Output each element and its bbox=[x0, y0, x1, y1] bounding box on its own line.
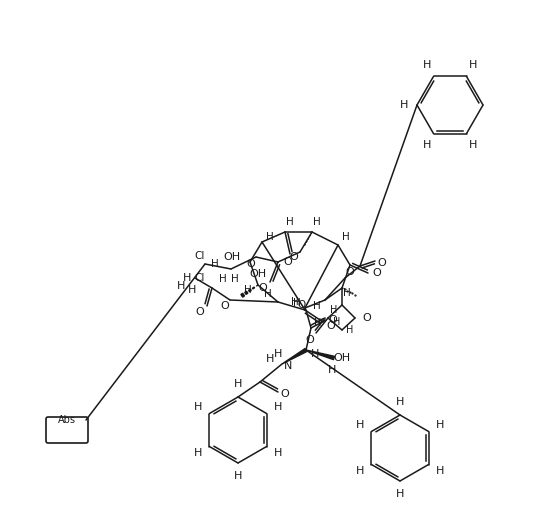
Text: H: H bbox=[211, 259, 219, 269]
Text: H: H bbox=[435, 466, 444, 476]
Text: O: O bbox=[329, 315, 337, 325]
Polygon shape bbox=[241, 293, 245, 297]
Text: H: H bbox=[194, 448, 203, 458]
Text: H: H bbox=[423, 60, 431, 70]
Polygon shape bbox=[245, 291, 248, 295]
Text: H: H bbox=[342, 232, 350, 242]
Text: H: H bbox=[343, 288, 351, 298]
Text: H: H bbox=[314, 318, 322, 328]
Text: O: O bbox=[247, 259, 255, 269]
Text: H: H bbox=[234, 471, 242, 481]
Text: H: H bbox=[396, 489, 404, 499]
Text: H: H bbox=[356, 466, 365, 476]
Text: H: H bbox=[177, 281, 185, 291]
Text: H: H bbox=[291, 297, 299, 307]
Polygon shape bbox=[282, 349, 307, 364]
Text: H: H bbox=[333, 317, 341, 327]
Text: H: H bbox=[194, 402, 203, 412]
Text: H: H bbox=[273, 402, 282, 412]
Text: Abs: Abs bbox=[58, 415, 76, 425]
Text: H: H bbox=[188, 285, 196, 295]
Text: O: O bbox=[281, 389, 289, 399]
Text: O: O bbox=[259, 283, 268, 293]
Text: H: H bbox=[219, 274, 227, 284]
Text: H: H bbox=[469, 140, 477, 150]
Text: H: H bbox=[266, 354, 274, 364]
Polygon shape bbox=[253, 287, 255, 289]
Text: O: O bbox=[297, 300, 305, 310]
Text: H: H bbox=[234, 379, 242, 389]
Text: H: H bbox=[423, 140, 431, 150]
Text: OH: OH bbox=[334, 353, 351, 363]
Polygon shape bbox=[306, 350, 335, 360]
Text: H: H bbox=[330, 305, 338, 315]
Text: H: H bbox=[469, 60, 477, 70]
Polygon shape bbox=[256, 285, 258, 286]
Text: O: O bbox=[221, 301, 229, 311]
Text: O: O bbox=[289, 252, 298, 262]
Text: OH: OH bbox=[249, 269, 266, 279]
Text: H: H bbox=[400, 100, 408, 110]
Polygon shape bbox=[248, 289, 251, 292]
Text: H: H bbox=[311, 349, 319, 359]
Text: O: O bbox=[284, 257, 293, 267]
Text: OH: OH bbox=[223, 252, 240, 262]
Text: H: H bbox=[396, 397, 404, 407]
Text: H: H bbox=[266, 232, 274, 242]
Text: O: O bbox=[373, 268, 382, 278]
Text: O: O bbox=[327, 321, 335, 331]
Text: O: O bbox=[305, 335, 314, 345]
Text: N: N bbox=[284, 361, 292, 371]
FancyBboxPatch shape bbox=[46, 417, 88, 443]
Text: H: H bbox=[231, 274, 239, 284]
Text: H: H bbox=[328, 365, 336, 375]
Text: H: H bbox=[286, 217, 294, 227]
Text: O: O bbox=[362, 313, 372, 323]
Text: Cl: Cl bbox=[195, 273, 205, 283]
Text: H: H bbox=[356, 420, 365, 430]
Text: O: O bbox=[377, 258, 386, 268]
Text: H: H bbox=[274, 349, 282, 359]
Text: H: H bbox=[264, 289, 272, 299]
Text: Cl: Cl bbox=[195, 251, 205, 261]
Text: H: H bbox=[293, 298, 301, 308]
Text: H: H bbox=[273, 448, 282, 458]
Text: H: H bbox=[313, 301, 321, 311]
Text: H: H bbox=[313, 217, 321, 227]
Text: H: H bbox=[435, 420, 444, 430]
Text: H: H bbox=[183, 273, 191, 283]
Text: O: O bbox=[196, 307, 204, 317]
Text: H: H bbox=[346, 325, 354, 335]
Text: O: O bbox=[345, 267, 354, 277]
Text: H: H bbox=[244, 285, 252, 295]
